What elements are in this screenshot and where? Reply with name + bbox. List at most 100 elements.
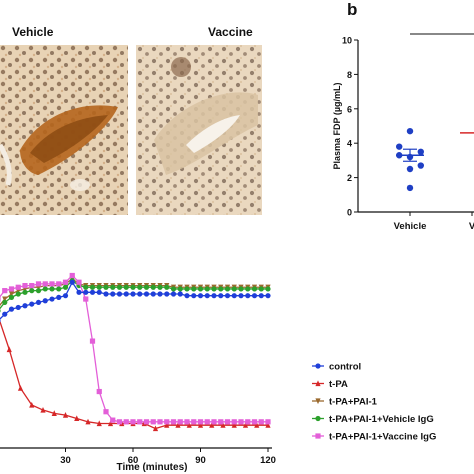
data-point xyxy=(143,419,150,425)
data-point xyxy=(220,422,226,428)
data-point xyxy=(164,422,170,428)
data-point xyxy=(245,293,251,299)
data-point xyxy=(29,288,35,294)
data-point xyxy=(8,294,15,300)
data-point xyxy=(197,419,204,425)
series-line xyxy=(0,319,268,430)
data-point xyxy=(137,419,143,425)
data-point xyxy=(175,422,181,428)
data-point xyxy=(89,338,96,344)
histology-vaccine-label: Vaccine xyxy=(208,25,253,39)
y-axis-label: Plasma FDP (µg/mL) xyxy=(332,82,342,169)
data-point xyxy=(83,296,89,302)
data-point xyxy=(209,422,215,428)
data-point xyxy=(17,385,24,391)
data-point xyxy=(218,293,224,299)
data-point xyxy=(76,279,82,285)
data-point xyxy=(110,284,116,290)
data-point xyxy=(83,284,89,290)
data-point xyxy=(184,419,190,425)
data-point xyxy=(204,293,210,299)
panel-b-label: b xyxy=(347,0,358,19)
data-point xyxy=(164,284,170,290)
data-point xyxy=(231,422,237,428)
x-axis-label: Time (minutes) xyxy=(117,462,188,473)
data-point xyxy=(137,291,143,297)
series-t-pa xyxy=(0,317,271,432)
data-point xyxy=(417,148,424,155)
data-point xyxy=(258,419,264,425)
data-point xyxy=(211,286,217,292)
data-point xyxy=(74,415,80,422)
significance-star: * xyxy=(440,20,445,27)
data-point xyxy=(150,284,156,290)
data-point xyxy=(89,284,96,290)
x-tick-label: 30 xyxy=(60,455,71,466)
data-point xyxy=(197,286,204,292)
data-point xyxy=(40,406,46,413)
data-point xyxy=(56,281,62,287)
data-point xyxy=(406,165,414,173)
legend-label: t-PA+PAI-1+Vaccine IgG xyxy=(329,432,436,443)
histology-vaccine-image xyxy=(136,45,262,215)
data-point xyxy=(116,291,123,297)
data-point xyxy=(110,417,116,423)
data-point xyxy=(396,143,403,150)
data-point xyxy=(123,419,129,425)
data-point xyxy=(184,293,190,299)
series-t-pa-pai-1-vaccine-igg xyxy=(0,272,271,425)
data-point xyxy=(251,419,258,425)
data-point xyxy=(116,419,123,425)
data-point xyxy=(8,291,15,298)
legend-item: t-PA xyxy=(312,379,348,390)
data-point xyxy=(6,346,12,353)
x-tick-label: 120 xyxy=(260,455,276,466)
data-point xyxy=(184,286,190,292)
legend-marker xyxy=(315,433,321,439)
data-point xyxy=(170,291,177,297)
data-point xyxy=(191,286,197,292)
data-point xyxy=(56,294,62,300)
histology-vehicle-image xyxy=(0,45,128,215)
data-point xyxy=(0,296,1,302)
data-point xyxy=(83,289,89,295)
y-tick-label: 0 xyxy=(347,208,352,218)
data-point xyxy=(85,418,91,425)
data-point xyxy=(42,281,48,287)
data-point xyxy=(406,127,414,135)
legend-item: t-PA+PAI-1+Vaccine IgG xyxy=(312,432,436,443)
data-point xyxy=(197,293,204,299)
data-point xyxy=(2,288,8,294)
data-point xyxy=(49,281,55,287)
data-point xyxy=(29,282,35,289)
data-point xyxy=(110,291,116,297)
data-point xyxy=(137,284,143,290)
data-point xyxy=(62,293,69,299)
data-point xyxy=(265,419,271,425)
data-point xyxy=(42,286,48,292)
data-point xyxy=(22,282,28,289)
data-point xyxy=(103,284,109,290)
legend-item: t-PA+PAI-1 xyxy=(312,397,378,408)
data-point xyxy=(177,419,183,425)
data-point xyxy=(96,284,102,290)
x-tick-label: 60 xyxy=(128,455,139,466)
data-point xyxy=(103,409,109,415)
data-point xyxy=(2,296,8,303)
legend-label: t-PA+PAI-1 xyxy=(329,397,378,408)
data-point xyxy=(107,420,114,427)
data-point xyxy=(62,279,69,285)
data-point xyxy=(218,286,224,292)
legend-marker xyxy=(315,380,321,387)
legend-label: t-PA xyxy=(329,379,348,390)
data-point xyxy=(177,286,183,292)
y-tick-label: 4 xyxy=(347,139,352,149)
data-point xyxy=(35,299,42,306)
data-point xyxy=(258,293,264,299)
data-point xyxy=(224,419,231,425)
data-point xyxy=(103,291,109,297)
data-point xyxy=(123,284,129,290)
data-point xyxy=(35,288,42,294)
series-control xyxy=(0,279,271,323)
data-point xyxy=(186,422,192,428)
